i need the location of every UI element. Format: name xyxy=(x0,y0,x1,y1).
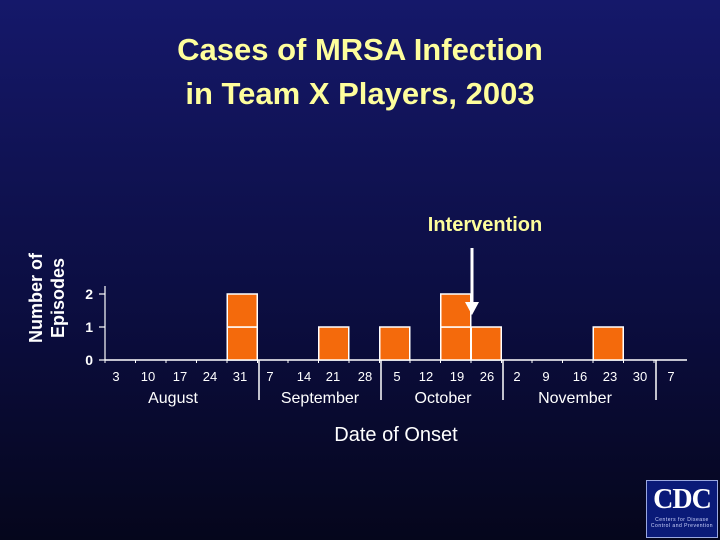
chart-title: Cases of MRSA Infection in Team X Player… xyxy=(0,28,720,116)
y-axis-title: Number of Episodes xyxy=(26,252,68,343)
x-tick-label: 31 xyxy=(233,369,247,384)
bar-nov-23 xyxy=(592,326,624,361)
x-tick-label: 24 xyxy=(203,369,217,384)
bar-oct-19 xyxy=(440,326,472,361)
x-tick-label: 7 xyxy=(266,369,273,384)
y-tick-label: 0 xyxy=(85,352,93,368)
x-tick-label: 17 xyxy=(173,369,187,384)
x-tick-label: 5 xyxy=(393,369,400,384)
y-axis-title-line: Number of xyxy=(26,252,46,343)
month-label-october: October xyxy=(415,390,473,407)
x-tick-label: 16 xyxy=(573,369,587,384)
bar-aug-31 xyxy=(226,326,258,361)
month-label-august: August xyxy=(148,390,198,407)
bar-sep-21 xyxy=(318,326,350,361)
x-tick-label: 30 xyxy=(633,369,647,384)
x-tick-label: 26 xyxy=(480,369,494,384)
bar-oct-19 xyxy=(440,293,472,328)
x-tick-label: 21 xyxy=(326,369,340,384)
y-tick-label: 1 xyxy=(85,319,93,335)
bar-oct-26 xyxy=(470,326,502,361)
month-label-september: September xyxy=(281,390,360,407)
title-line-2: in Team X Players, 2003 xyxy=(185,76,535,111)
title-line-1: Cases of MRSA Infection xyxy=(177,32,543,67)
cdc-logo-text: CDC xyxy=(653,484,712,515)
month-label-november: November xyxy=(538,390,612,407)
intervention-label: Intervention xyxy=(428,214,542,236)
x-tick-label: 12 xyxy=(419,369,433,384)
x-tick-label: 2 xyxy=(513,369,520,384)
x-tick-label: 10 xyxy=(141,369,155,384)
x-tick-label: 14 xyxy=(297,369,311,384)
bar-aug-31 xyxy=(226,293,258,328)
y-tick-label: 2 xyxy=(85,286,93,302)
x-tick-label: 9 xyxy=(542,369,549,384)
intervention-arrow-head xyxy=(465,302,479,315)
x-tick-label: 23 xyxy=(603,369,617,384)
cdc-logo-subtext: Centers for Disease Control and Preventi… xyxy=(650,517,714,529)
x-tick-label: 7 xyxy=(667,369,674,384)
x-axis-title: Date of Onset xyxy=(334,424,458,446)
x-tick-label: 3 xyxy=(112,369,119,384)
x-tick-label: 28 xyxy=(358,369,372,384)
y-axis-title-line: Episodes xyxy=(48,258,68,338)
cdc-logo: CDC Centers for Disease Control and Prev… xyxy=(646,480,718,538)
x-tick-label: 19 xyxy=(450,369,464,384)
bar-oct-5 xyxy=(379,326,411,361)
